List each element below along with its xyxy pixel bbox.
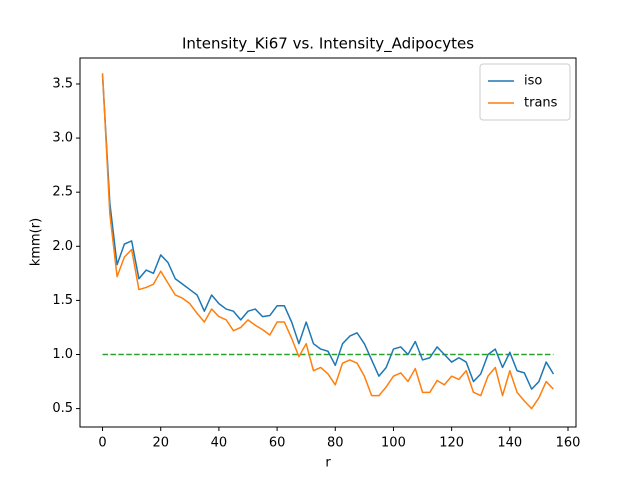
- series-line: [101, 75, 555, 390]
- y-tick-label: 2.5: [52, 185, 73, 200]
- axes-frame: [79, 57, 577, 428]
- y-tick-label: 3.0: [52, 131, 73, 146]
- legend-box: [479, 63, 571, 121]
- y-axis-label: kmm(r): [29, 218, 44, 266]
- x-tick-label: 140: [497, 436, 522, 451]
- legend-label: iso: [524, 74, 542, 89]
- chart-title: Intensity_Ki67 vs. Intensity_Adipocytes: [182, 35, 474, 54]
- x-tick-label: 60: [269, 436, 286, 451]
- y-tick-label: 1.5: [52, 293, 73, 308]
- x-tick-label: 100: [381, 436, 406, 451]
- y-tick-label: 1.0: [52, 347, 73, 362]
- x-tick-label: 20: [152, 436, 169, 451]
- x-tick-label: 80: [327, 436, 344, 451]
- x-axis-label: r: [325, 456, 331, 471]
- y-tick-label: 2.0: [52, 239, 73, 254]
- x-tick-label: 0: [98, 436, 106, 451]
- x-tick-label: 120: [439, 436, 464, 451]
- x-tick-label: 40: [211, 436, 228, 451]
- y-tick-label: 3.5: [52, 76, 73, 91]
- legend-label: trans: [524, 96, 558, 111]
- series-line: [101, 73, 554, 410]
- x-tick-label: 160: [556, 436, 581, 451]
- y-tick-label: 0.5: [52, 401, 73, 416]
